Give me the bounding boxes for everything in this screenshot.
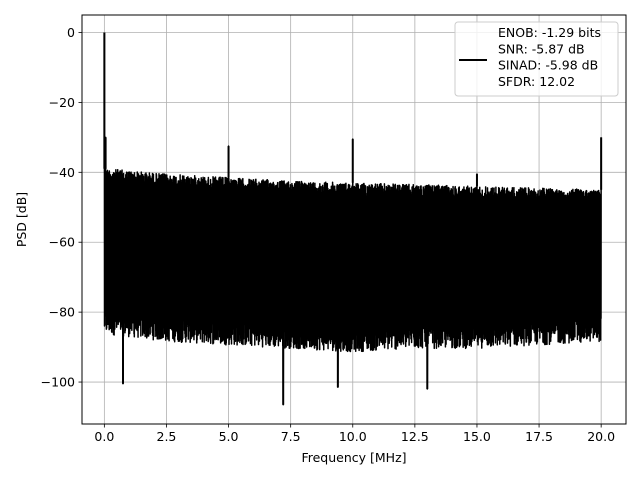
x-tick-label: 15.0 xyxy=(463,429,491,444)
legend-entry: SINAD: -5.98 dB xyxy=(498,58,598,73)
x-tick-label: 10.0 xyxy=(339,429,367,444)
y-tick-label: 0 xyxy=(67,25,75,40)
x-tick-label: 2.5 xyxy=(157,429,177,444)
legend-box xyxy=(454,21,619,97)
x-tick-label: 0.0 xyxy=(94,429,114,444)
x-tick-label: 5.0 xyxy=(219,429,239,444)
x-tick-label: 20.0 xyxy=(587,429,615,444)
y-tick-label: −20 xyxy=(49,95,75,110)
x-tick-label: 17.5 xyxy=(525,429,553,444)
y-tick-label: −40 xyxy=(49,165,75,180)
y-axis-label: PSD [dB] xyxy=(14,192,29,247)
x-axis-label: Frequency [MHz] xyxy=(301,450,406,465)
x-tick-label: 7.5 xyxy=(281,429,301,444)
legend-entry: SFDR: 12.02 xyxy=(498,74,575,89)
legend-entry: SNR: -5.87 dB xyxy=(498,41,585,56)
y-tick-label: −60 xyxy=(49,235,75,250)
legend-entry: ENOB: -1.29 bits xyxy=(498,25,601,40)
y-tick-label: −100 xyxy=(41,375,75,390)
y-axis: 0 −20 −40 −60 −80 −100 xyxy=(41,25,82,390)
y-tick-label: −80 xyxy=(49,305,75,320)
x-tick-label: 12.5 xyxy=(401,429,429,444)
psd-trace xyxy=(103,32,603,406)
x-axis: 0.0 2.5 5.0 7.5 10.0 12.5 15.0 17.5 20.0 xyxy=(94,424,615,444)
plot-frame xyxy=(81,14,627,425)
